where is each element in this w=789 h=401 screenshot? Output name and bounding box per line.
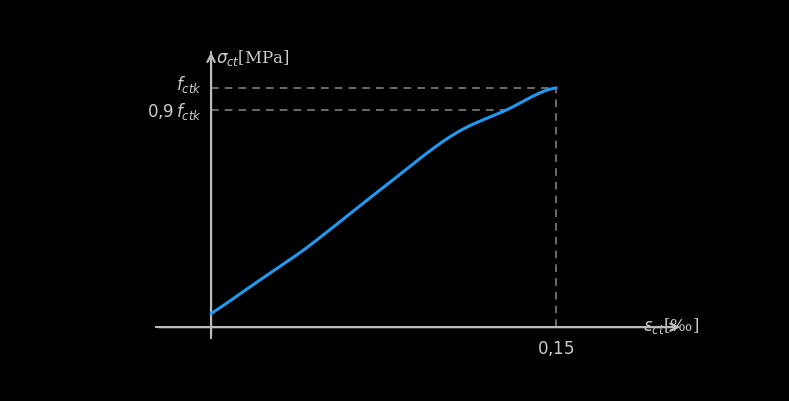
- Text: $0{,}15$: $0{,}15$: [537, 338, 575, 357]
- Text: $\sigma_{ct}$[MPa]: $\sigma_{ct}$[MPa]: [215, 48, 290, 68]
- Text: $0{,}9\,f_{ctk}$: $0{,}9\,f_{ctk}$: [147, 101, 202, 122]
- Text: $\varepsilon_{ct}$[‰]: $\varepsilon_{ct}$[‰]: [643, 315, 699, 335]
- Text: $f_{ctk}$: $f_{ctk}$: [176, 74, 202, 95]
